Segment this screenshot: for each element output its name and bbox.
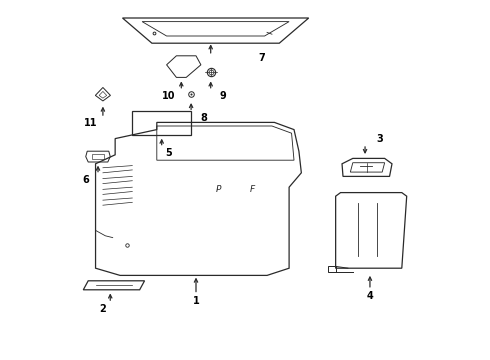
Text: 4: 4	[367, 291, 373, 301]
Text: 5: 5	[166, 148, 172, 158]
Text: 2: 2	[99, 303, 106, 314]
Text: P: P	[216, 185, 220, 194]
Text: 11: 11	[84, 118, 98, 128]
Text: 10: 10	[162, 91, 176, 101]
Text: 3: 3	[376, 134, 383, 144]
Text: 1: 1	[193, 296, 199, 306]
Bar	[132, 111, 191, 135]
Text: 8: 8	[200, 113, 207, 123]
Text: 7: 7	[259, 53, 266, 63]
Text: 9: 9	[220, 91, 226, 101]
Text: 6: 6	[82, 175, 89, 185]
Text: F: F	[250, 185, 255, 194]
